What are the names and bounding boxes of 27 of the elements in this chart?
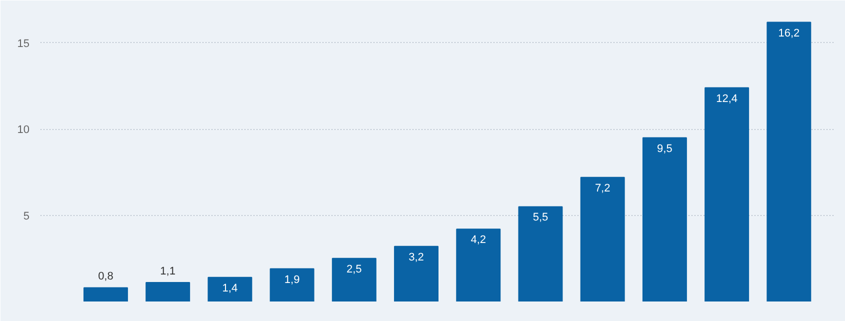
data-label: 1,9 bbox=[284, 274, 300, 286]
data-label: 1,1 bbox=[160, 266, 176, 278]
bar bbox=[208, 276, 252, 302]
bar bbox=[580, 176, 625, 302]
y-tick-label: 10 bbox=[17, 124, 30, 136]
data-label: 5,5 bbox=[532, 212, 548, 224]
bar bbox=[394, 246, 438, 302]
data-label: 16,2 bbox=[778, 27, 800, 40]
y-tick-label: 15 bbox=[17, 38, 30, 50]
bar bbox=[642, 137, 687, 302]
bar bbox=[704, 87, 750, 302]
data-label: 12,4 bbox=[716, 92, 738, 105]
data-label: 3,2 bbox=[408, 251, 424, 264]
data-label: 2,5 bbox=[346, 263, 362, 276]
bar bbox=[332, 258, 376, 302]
bar bbox=[270, 268, 314, 302]
data-label: 1,4 bbox=[222, 282, 238, 294]
bar bbox=[518, 206, 563, 302]
data-label: 9,5 bbox=[657, 142, 672, 155]
y-tick-label: 5 bbox=[23, 210, 30, 222]
bar bbox=[146, 282, 190, 302]
data-label: 4,2 bbox=[470, 234, 486, 246]
bar bbox=[766, 22, 812, 302]
bar bbox=[83, 287, 128, 302]
data-label: 7,2 bbox=[594, 182, 610, 194]
data-label: 0,8 bbox=[98, 270, 114, 283]
bar bbox=[456, 228, 501, 302]
